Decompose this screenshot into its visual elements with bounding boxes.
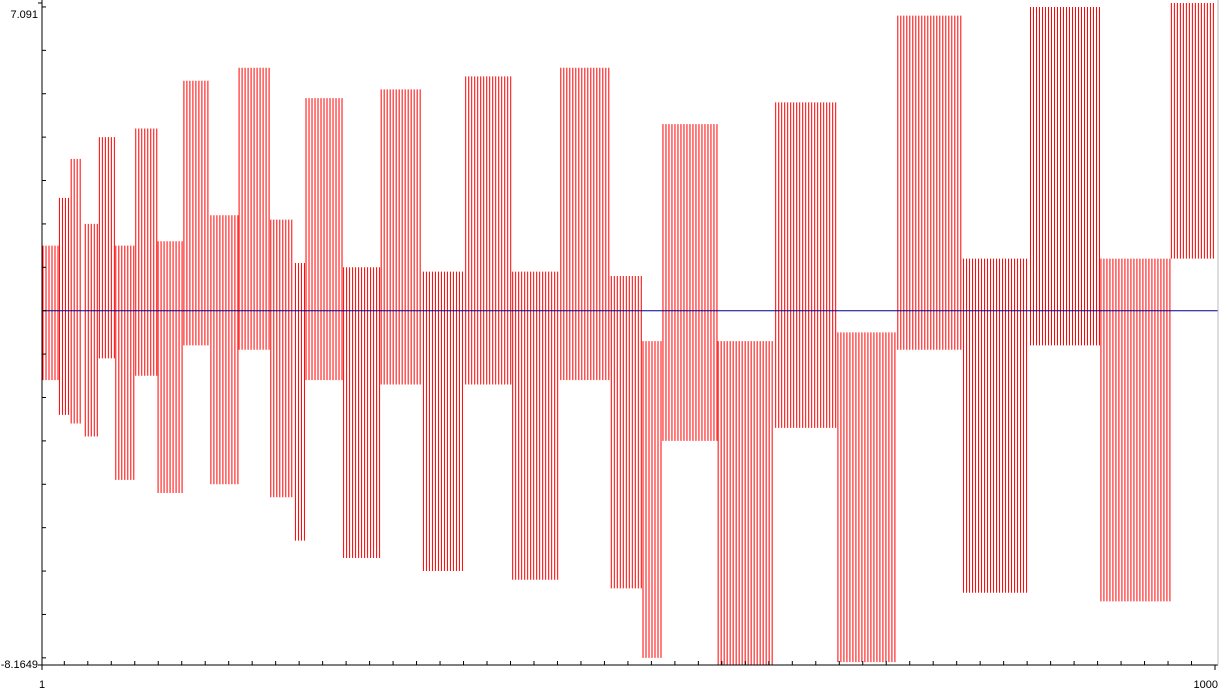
band: [270, 219, 293, 498]
y-tick-label: 7.091: [10, 9, 38, 21]
band: [1029, 6, 1100, 346]
band: [70, 158, 81, 424]
band: [380, 89, 421, 385]
band: [897, 15, 962, 350]
band: [210, 215, 239, 485]
band: [837, 332, 896, 663]
band: [58, 197, 69, 415]
band: [343, 267, 381, 559]
band: [1170, 3, 1214, 259]
band: [183, 80, 209, 346]
band: [98, 137, 115, 359]
band: [294, 262, 305, 541]
band: [42, 245, 59, 381]
band: [135, 128, 158, 376]
band: [717, 341, 773, 665]
band: [775, 102, 837, 428]
band: [115, 245, 135, 480]
band: [1100, 258, 1171, 602]
band: [560, 67, 610, 381]
band: [157, 241, 183, 493]
x-tick-label: 1000: [1194, 679, 1218, 691]
band: [642, 341, 662, 658]
band: [84, 223, 98, 437]
band: [305, 98, 343, 381]
band: [610, 275, 642, 589]
x-tick-label: 1: [39, 679, 45, 691]
band: [512, 271, 559, 580]
band: [422, 271, 463, 572]
band: [963, 258, 1028, 593]
band: [662, 124, 718, 441]
y-tick-label: -8.1649: [1, 659, 38, 671]
band: [465, 76, 512, 385]
band: [238, 67, 270, 350]
